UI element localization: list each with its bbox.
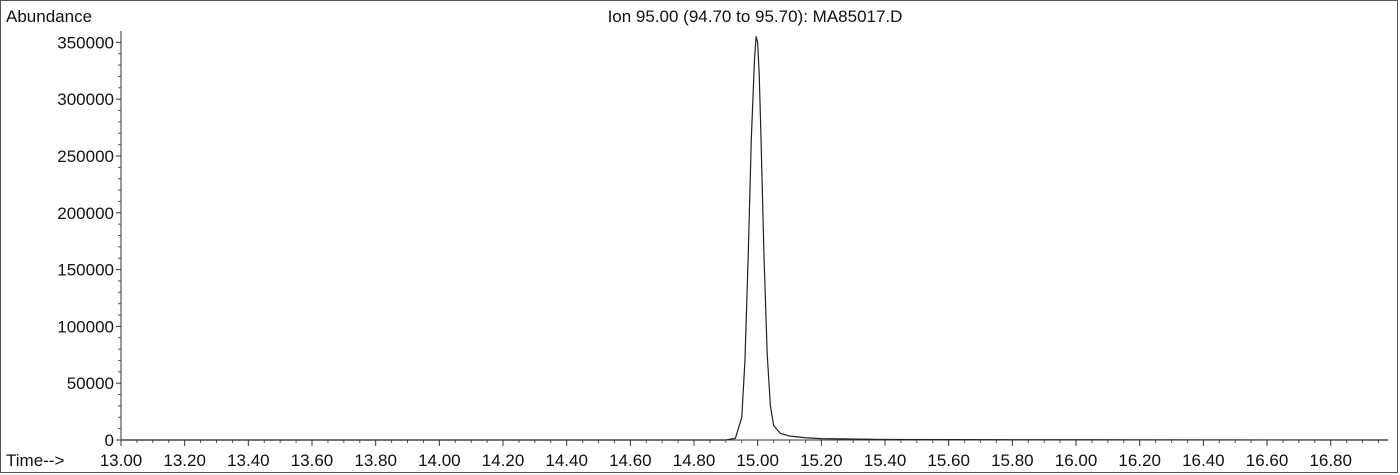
x-tick-label: 13.20: [163, 451, 206, 470]
x-axis-prefix-label: Time-->: [6, 451, 64, 470]
chart-title: Ion 95.00 (94.70 to 95.70): MA85017.D: [608, 7, 903, 26]
y-axis-label: Abundance: [6, 7, 92, 26]
x-tick-label: 13.40: [227, 451, 270, 470]
x-tick-label: 16.00: [1055, 451, 1098, 470]
x-tick-label: 14.40: [545, 451, 588, 470]
x-tick-label: 13.60: [291, 451, 334, 470]
x-tick-label: 15.80: [991, 451, 1034, 470]
x-tick-label: 13.00: [100, 451, 143, 470]
y-tick-label: 0: [105, 431, 114, 450]
y-tick-label: 250000: [57, 147, 114, 166]
x-tick-label: 15.20: [800, 451, 843, 470]
x-tick-label: 15.00: [736, 451, 779, 470]
y-tick-label: 100000: [57, 317, 114, 336]
x-tick-label: 16.20: [1118, 451, 1161, 470]
y-tick-label: 50000: [67, 374, 114, 393]
x-tick-label: 16.60: [1246, 451, 1289, 470]
x-tick-label: 14.80: [673, 451, 716, 470]
x-tick-label: 15.60: [927, 451, 970, 470]
x-tick-label: 14.60: [609, 451, 652, 470]
y-tick-label: 200000: [57, 204, 114, 223]
x-tick-label: 16.40: [1182, 451, 1225, 470]
x-tick-label: 16.80: [1309, 451, 1352, 470]
x-tick-label: 14.20: [482, 451, 525, 470]
y-tick-label: 350000: [57, 33, 114, 52]
x-tick-label: 14.00: [418, 451, 461, 470]
y-tick-label: 300000: [57, 90, 114, 109]
y-tick-label: 150000: [57, 261, 114, 280]
x-tick-label: 15.40: [864, 451, 907, 470]
series-line-0: [121, 36, 1389, 441]
x-tick-label: 13.80: [354, 451, 397, 470]
